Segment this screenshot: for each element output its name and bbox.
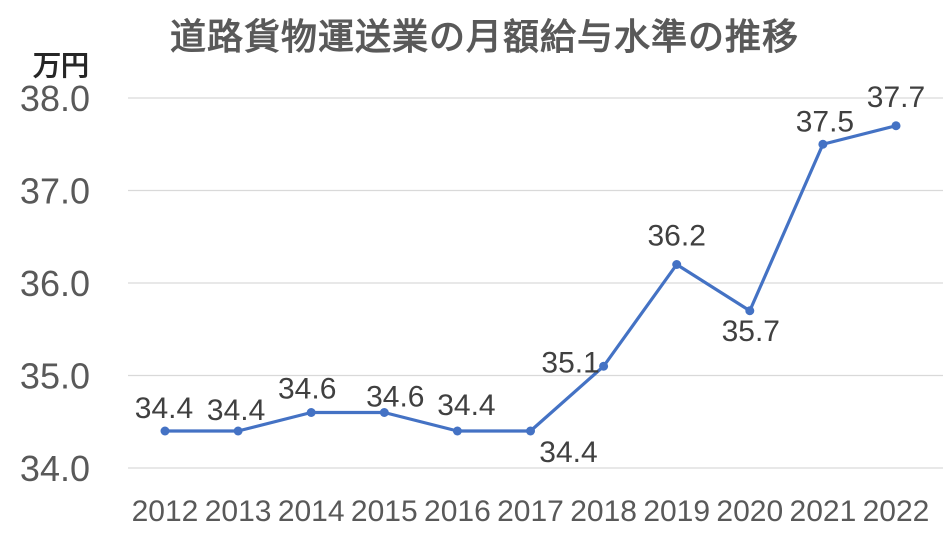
x-tick-label: 2016	[424, 495, 491, 528]
x-tick-label: 2017	[497, 495, 564, 528]
data-point-marker	[599, 361, 609, 371]
y-tick-label: 36.0	[20, 263, 90, 304]
x-tick-label: 2015	[351, 495, 418, 528]
data-point-marker	[891, 121, 901, 131]
x-tick-label: 2012	[132, 495, 199, 528]
data-point-marker	[672, 260, 682, 269]
data-point-label: 34.4	[135, 392, 193, 425]
data-point-marker	[160, 426, 170, 436]
data-point-label: 34.4	[207, 394, 265, 427]
data-point-label: 35.1	[541, 346, 599, 379]
y-tick-label: 34.0	[20, 448, 90, 489]
chart-title: 道路貨物運送業の月額給与水準の推移	[170, 16, 800, 57]
data-point-marker	[233, 426, 243, 436]
data-point-marker	[526, 426, 535, 436]
x-tick-label: 2013	[205, 495, 272, 528]
x-tick-label: 2021	[790, 495, 857, 528]
data-point-label: 34.6	[278, 373, 336, 406]
x-tick-label: 2022	[863, 495, 930, 528]
data-point-marker	[452, 426, 462, 436]
data-point-label: 37.5	[796, 105, 854, 138]
data-point-label: 34.4	[539, 436, 597, 469]
y-tick-label: 38.0	[20, 78, 90, 119]
x-tick-label: 2019	[643, 495, 710, 528]
y-tick-label: 35.0	[20, 356, 90, 397]
data-point-label: 34.4	[437, 389, 495, 422]
data-point-marker	[379, 408, 389, 417]
y-tick-label: 37.0	[20, 171, 90, 212]
data-point-marker	[306, 408, 316, 417]
y-axis-unit-label: 万円	[33, 50, 90, 81]
data-point-label: 36.2	[648, 220, 706, 253]
data-point-marker	[745, 306, 755, 316]
x-tick-label: 2020	[716, 495, 783, 528]
data-point-marker	[818, 139, 828, 149]
x-tick-label: 2018	[570, 495, 637, 528]
data-point-label: 35.7	[722, 315, 780, 348]
data-point-label: 37.7	[867, 81, 925, 114]
data-point-label: 34.6	[366, 381, 424, 414]
x-tick-label: 2014	[278, 495, 345, 528]
data-series-line	[163, 124, 898, 433]
